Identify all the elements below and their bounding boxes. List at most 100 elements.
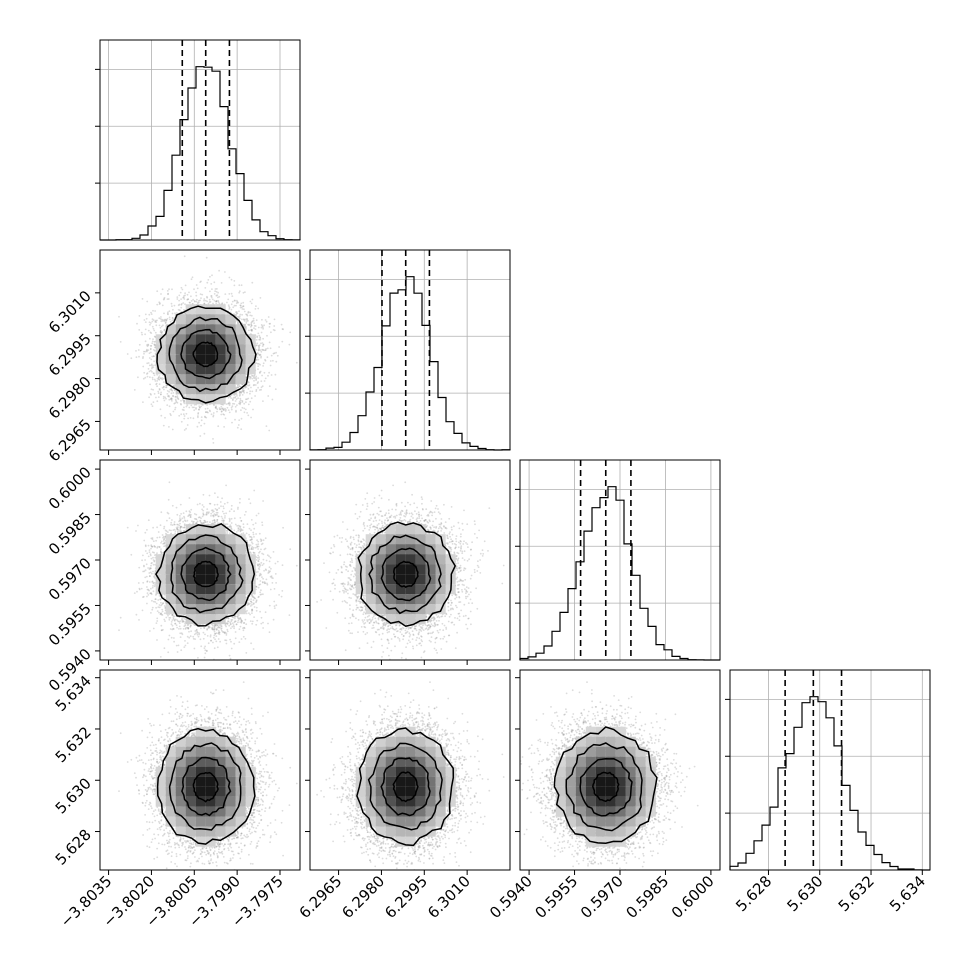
sample-point xyxy=(268,429,271,432)
sample-point xyxy=(215,290,218,293)
sample-point xyxy=(247,414,250,417)
sample-point xyxy=(250,324,253,327)
sample-point xyxy=(204,299,207,302)
sample-point xyxy=(255,339,258,341)
sample-point xyxy=(170,398,173,401)
sample-point xyxy=(235,304,237,307)
sample-point xyxy=(257,377,260,379)
sample-point xyxy=(170,388,173,390)
sample-point xyxy=(148,357,151,359)
sample-point xyxy=(183,429,186,431)
sample-point xyxy=(238,400,241,403)
sample-point xyxy=(200,419,203,422)
sample-point xyxy=(210,283,213,285)
sample-point xyxy=(239,304,242,307)
sample-point xyxy=(203,298,206,300)
sample-point xyxy=(213,293,216,295)
sample-point xyxy=(228,293,231,295)
sample-point xyxy=(218,302,221,305)
sample-point xyxy=(173,389,176,392)
sample-point xyxy=(262,326,264,328)
sample-point xyxy=(253,377,256,380)
sample-point xyxy=(249,377,252,380)
sample-point xyxy=(180,403,183,406)
sample-point xyxy=(158,383,161,386)
sample-point xyxy=(160,329,162,332)
sample-point xyxy=(262,362,265,365)
sample-point xyxy=(159,326,162,329)
sample-point xyxy=(258,346,260,349)
sample-point xyxy=(177,398,180,401)
sample-point xyxy=(241,406,244,409)
sample-point xyxy=(215,300,217,303)
sample-point xyxy=(175,401,178,403)
sample-point xyxy=(228,276,231,279)
sample-point xyxy=(179,402,182,405)
sample-point xyxy=(161,288,164,291)
sample-point xyxy=(160,393,162,396)
sample-point xyxy=(200,280,202,283)
sample-point xyxy=(257,349,260,351)
sample-point xyxy=(267,374,269,377)
sample-point xyxy=(158,317,161,319)
sample-point xyxy=(203,422,206,425)
sample-point xyxy=(254,384,257,386)
sample-point xyxy=(162,324,164,327)
sample-point xyxy=(169,320,172,323)
sample-point xyxy=(237,385,239,387)
sample-point xyxy=(264,319,267,321)
sample-point xyxy=(163,296,166,299)
sample-point xyxy=(169,413,172,415)
sample-point xyxy=(235,302,238,305)
sample-point xyxy=(172,308,174,311)
sample-point xyxy=(142,401,144,403)
sample-point xyxy=(165,384,168,387)
sample-point xyxy=(241,313,244,316)
sample-point xyxy=(248,381,250,384)
sample-point xyxy=(235,398,238,401)
sample-point xyxy=(167,298,170,300)
sample-point xyxy=(242,387,245,390)
sample-point xyxy=(164,416,166,419)
sample-point xyxy=(263,324,265,327)
sample-point xyxy=(158,377,160,379)
sample-point xyxy=(269,347,272,350)
sample-point xyxy=(152,401,155,404)
sample-point xyxy=(216,408,219,411)
sample-point xyxy=(252,317,255,320)
sample-point xyxy=(259,363,261,366)
sample-point xyxy=(260,388,262,391)
sample-point xyxy=(182,296,185,299)
sample-point xyxy=(262,349,265,351)
sample-point xyxy=(161,386,164,389)
sample-point xyxy=(260,355,262,358)
sample-point xyxy=(258,348,260,351)
sample-point xyxy=(254,325,257,327)
sample-point xyxy=(147,344,150,347)
sample-point xyxy=(171,389,174,392)
sample-point xyxy=(205,256,208,259)
sample-point xyxy=(167,311,169,314)
sample-point xyxy=(207,279,210,281)
sample-point xyxy=(254,328,257,330)
sample-point xyxy=(246,317,248,320)
sample-point xyxy=(239,393,241,396)
sample-point xyxy=(174,312,176,315)
sample-point xyxy=(178,414,181,417)
sample-point xyxy=(149,392,152,395)
sample-point xyxy=(257,381,259,383)
sample-point xyxy=(170,392,173,395)
sample-point xyxy=(156,373,159,376)
sample-point xyxy=(138,343,141,346)
sample-point xyxy=(150,393,152,396)
sample-point xyxy=(257,349,260,352)
sample-point xyxy=(256,362,259,365)
sample-point xyxy=(154,310,157,312)
sample-point xyxy=(166,393,169,395)
sample-point xyxy=(183,296,185,299)
sample-point xyxy=(241,389,244,392)
sample-point xyxy=(148,364,151,367)
sample-point xyxy=(168,310,171,313)
sample-point xyxy=(157,396,160,398)
sample-point xyxy=(142,357,144,359)
